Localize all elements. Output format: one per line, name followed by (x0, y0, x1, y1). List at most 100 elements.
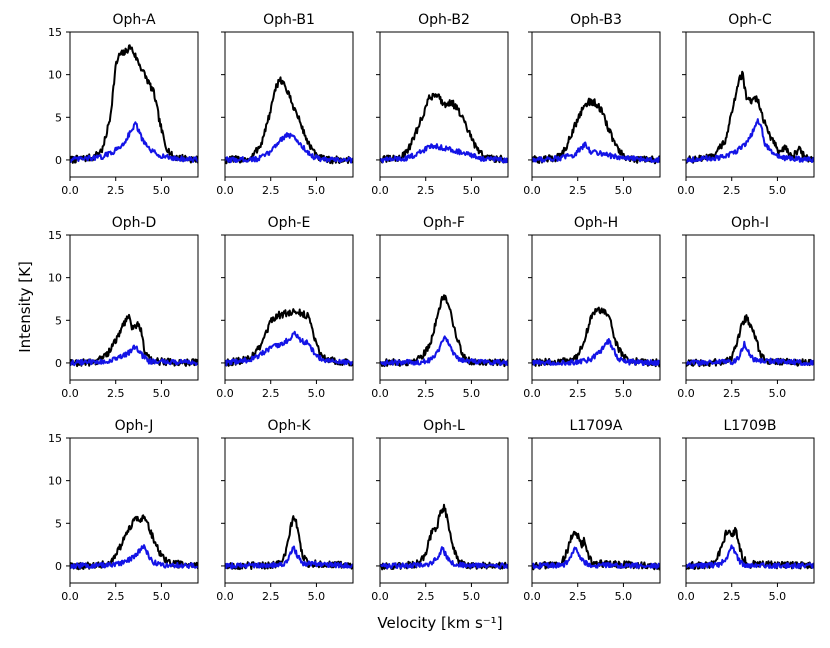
series-line-black (225, 308, 353, 367)
series-line-blue (532, 546, 660, 570)
panel-frame (685, 437, 815, 584)
panel-l1709a: L1709A 0.0 2.5 5.0 (523, 418, 661, 603)
panel-oph-c: Oph-C 0.0 2.5 5.0 (677, 12, 815, 197)
series-line-blue (686, 544, 814, 570)
panel-frame (224, 234, 354, 381)
panel-frame (685, 31, 815, 178)
x-tick-label: 5.0 (153, 590, 171, 603)
x-tick-label: 5.0 (153, 184, 171, 197)
y-tick-label: 10 (48, 272, 62, 285)
y-axis-label: Intensity [K] (16, 261, 34, 353)
panel-frame (531, 234, 661, 381)
x-tick-label: 2.5 (569, 184, 587, 197)
x-tick-label: 2.5 (107, 184, 125, 197)
panel-title: Oph-K (267, 418, 311, 434)
y-tick-label: 15 (48, 432, 62, 445)
series-line-black (380, 503, 508, 571)
x-tick-label: 5.0 (308, 184, 326, 197)
panel-oph-e: Oph-E 0.0 2.5 5.0 (216, 215, 354, 400)
panel-title: L1709B (723, 418, 776, 434)
x-tick-label: 2.5 (107, 590, 125, 603)
x-tick-label: 2.5 (262, 184, 280, 197)
y-tick-label: 5 (55, 517, 62, 530)
x-axis-label: Velocity [km s⁻¹] (377, 614, 502, 632)
x-tick-label: 2.5 (723, 184, 741, 197)
series-line-black (70, 514, 198, 571)
panel-frame (224, 437, 354, 584)
panel-oph-j: Oph-J 0.0 2.5 5.0 0 5 10 15 (48, 418, 199, 603)
x-tick-label: 0.0 (677, 184, 695, 197)
panel-frame (379, 437, 509, 584)
x-tick-label: 5.0 (463, 387, 481, 400)
series-line-blue (225, 545, 353, 570)
panel-frame (379, 234, 509, 381)
x-tick-label: 0.0 (216, 387, 234, 400)
x-tick-label: 0.0 (61, 590, 79, 603)
panel-title: Oph-E (268, 215, 311, 231)
y-tick-label: 10 (48, 69, 62, 82)
series-line-black (532, 306, 660, 368)
series-line-blue (70, 344, 198, 367)
panel-frame (69, 31, 199, 178)
x-tick-label: 0.0 (216, 590, 234, 603)
series-line-blue (686, 118, 814, 163)
y-tick-label: 0 (55, 560, 62, 573)
y-tick-label: 5 (55, 111, 62, 124)
panel-frame (531, 437, 661, 584)
x-tick-label: 2.5 (417, 387, 435, 400)
series-line-blue (686, 340, 814, 367)
y-tick-label: 0 (55, 357, 62, 370)
panel-title: Oph-J (115, 418, 154, 434)
x-tick-label: 0.0 (523, 590, 541, 603)
panel-oph-b2: Oph-B2 0.0 2.5 5.0 (371, 12, 509, 197)
panel-l1709b: L1709B 0.0 2.5 5.0 (677, 418, 815, 603)
series-line-black (70, 44, 198, 164)
x-tick-label: 2.5 (569, 590, 587, 603)
series-line-black (225, 515, 353, 571)
panel-oph-k: Oph-K 0.0 2.5 5.0 (216, 418, 354, 603)
x-tick-label: 0.0 (216, 184, 234, 197)
series-line-blue (532, 338, 660, 367)
panel-oph-a: Oph-A 0.0 2.5 5.0 0 5 10 15 (48, 12, 199, 197)
x-tick-label: 0.0 (677, 590, 695, 603)
y-tick-label: 15 (48, 229, 62, 242)
x-tick-label: 5.0 (615, 590, 633, 603)
panel-title: Oph-C (728, 12, 772, 28)
panel-title: Oph-I (731, 215, 769, 231)
x-tick-label: 0.0 (61, 184, 79, 197)
panel-frame (685, 234, 815, 381)
series-line-blue (532, 141, 660, 164)
y-tick-label: 15 (48, 26, 62, 39)
series-line-black (70, 313, 198, 368)
panel-frame (69, 234, 199, 381)
panel-oph-d: Oph-D 0.0 2.5 5.0 0 5 10 15 (48, 215, 199, 400)
x-tick-label: 2.5 (417, 590, 435, 603)
x-tick-label: 0.0 (523, 184, 541, 197)
panel-title: Oph-H (574, 215, 618, 231)
x-tick-label: 0.0 (371, 184, 389, 197)
panel-title: Oph-B2 (418, 12, 470, 28)
series-line-black (380, 294, 508, 368)
panel-title: Oph-B1 (263, 12, 315, 28)
x-tick-label: 0.0 (523, 387, 541, 400)
series-line-blue (70, 121, 198, 163)
x-tick-label: 2.5 (569, 387, 587, 400)
series-line-blue (225, 132, 353, 164)
series-line-blue (380, 143, 508, 164)
panel-oph-b1: Oph-B1 0.0 2.5 5.0 (216, 12, 354, 197)
series-line-blue (70, 544, 198, 570)
panel-oph-i: Oph-I 0.0 2.5 5.0 (677, 215, 815, 400)
x-tick-label: 2.5 (723, 387, 741, 400)
x-tick-label: 2.5 (107, 387, 125, 400)
x-tick-label: 5.0 (769, 387, 787, 400)
y-tick-label: 0 (55, 154, 62, 167)
series-line-black (686, 314, 814, 368)
panel-oph-b3: Oph-B3 0.0 2.5 5.0 (523, 12, 661, 197)
series-line-blue (225, 330, 353, 367)
series-line-black (380, 92, 508, 164)
x-tick-label: 0.0 (371, 590, 389, 603)
panel-frame (69, 437, 199, 584)
panel-frame (531, 31, 661, 178)
panel-title: Oph-F (423, 215, 465, 231)
